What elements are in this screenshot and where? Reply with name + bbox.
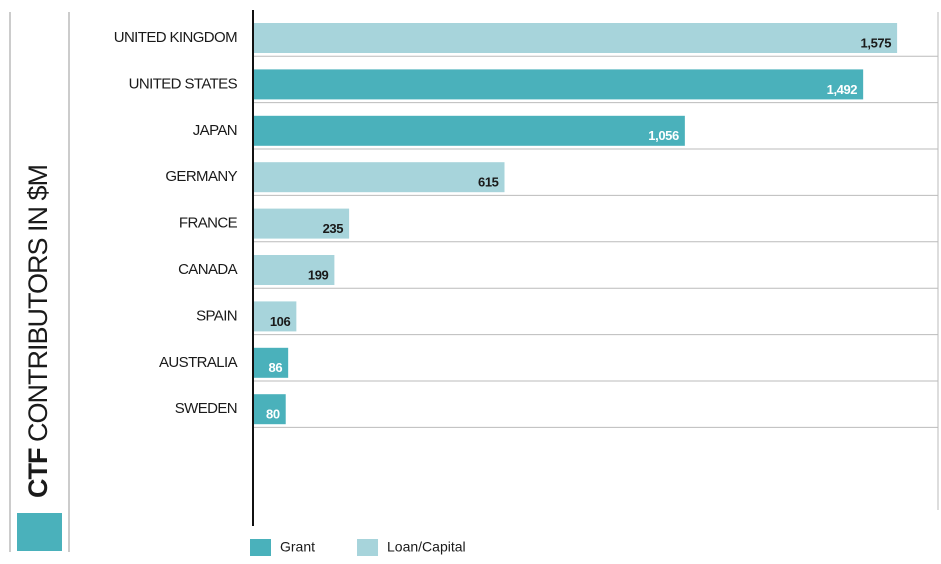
value-label: 199 xyxy=(308,267,329,282)
y-tick-label: SWEDEN xyxy=(175,400,237,417)
y-tick-label: AUSTRALIA xyxy=(159,354,238,371)
bar xyxy=(253,162,505,193)
y-tick-label: UNITED STATES xyxy=(129,75,238,92)
title-square xyxy=(17,513,62,551)
bar xyxy=(253,69,864,100)
legend-label: Grant xyxy=(280,539,315,555)
y-tick-label: JAPAN xyxy=(193,122,237,139)
bar xyxy=(253,115,685,146)
value-label: 86 xyxy=(268,360,282,375)
bar xyxy=(253,255,335,285)
y-tick-label: SPAIN xyxy=(196,307,237,324)
value-label: 1,575 xyxy=(861,35,892,50)
value-label: 615 xyxy=(478,175,499,190)
bar xyxy=(253,394,286,425)
y-tick-label: FRANCE xyxy=(179,215,238,232)
bar xyxy=(253,301,297,332)
legend-label: Loan/Capital xyxy=(387,539,466,555)
value-label: 80 xyxy=(266,407,280,422)
value-label: 1,492 xyxy=(827,82,858,97)
chart-title: CTF CONTRIBUTORS IN $M xyxy=(23,165,53,498)
bar xyxy=(253,23,898,53)
bar xyxy=(253,347,289,378)
value-label: 106 xyxy=(270,314,291,329)
y-tick-label: CANADA xyxy=(178,261,238,278)
y-tick-label: GERMANY xyxy=(165,168,237,185)
legend-swatch xyxy=(357,539,379,556)
legend-swatch xyxy=(250,539,271,556)
value-label: 1,056 xyxy=(648,128,679,143)
y-tick-label: UNITED KINGDOM xyxy=(114,29,237,46)
bar xyxy=(253,208,350,239)
value-label: 235 xyxy=(323,221,344,236)
